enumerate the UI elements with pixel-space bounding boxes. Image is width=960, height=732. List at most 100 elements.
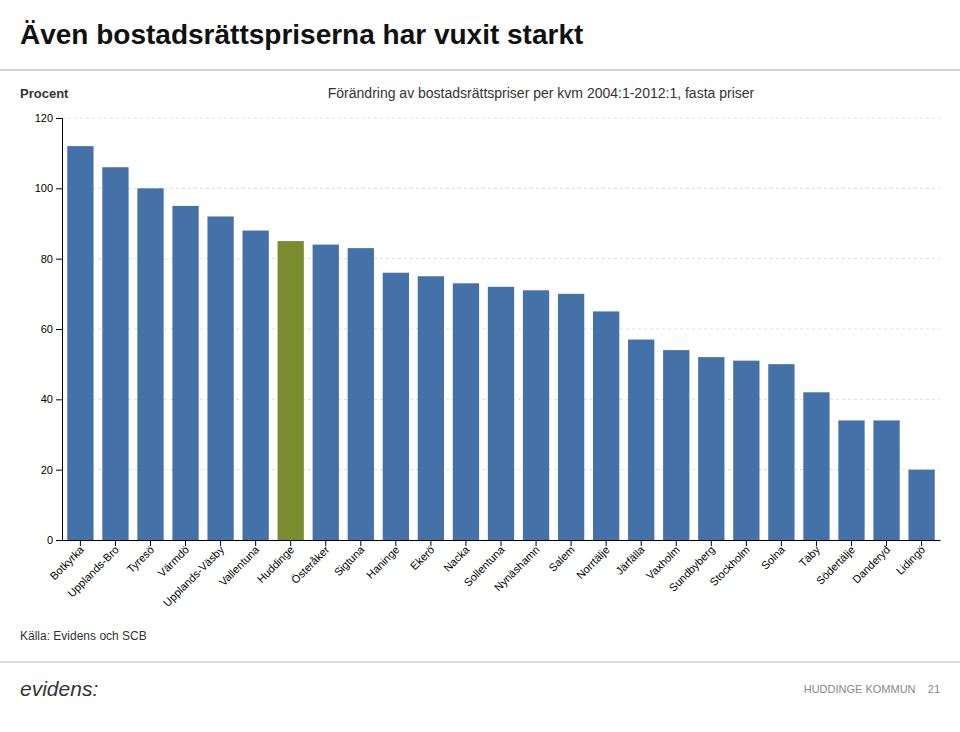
bar bbox=[838, 420, 864, 540]
bar bbox=[488, 287, 514, 540]
x-tick-mark bbox=[185, 540, 186, 546]
x-tick-mark bbox=[851, 540, 852, 546]
bars bbox=[67, 146, 934, 540]
x-tick-label: Salem bbox=[546, 543, 577, 574]
x-tick-mark bbox=[395, 540, 396, 546]
bar bbox=[137, 188, 163, 540]
x-tick-label: Värmdö bbox=[155, 543, 191, 579]
x-tick-mark bbox=[816, 540, 817, 546]
x-tick-mark bbox=[781, 540, 782, 546]
x-axis: BotkyrkaUpplands-BroTyresöVärmdöUpplands… bbox=[47, 540, 940, 609]
x-tick-label: Upplands-Bro bbox=[65, 543, 121, 599]
bar bbox=[243, 231, 269, 540]
y-tick-mark bbox=[56, 540, 62, 541]
title: Även bostadsrättspriserna har vuxit star… bbox=[20, 19, 583, 50]
bar bbox=[523, 290, 549, 540]
x-tick-mark bbox=[571, 540, 572, 546]
subtitle: Förändring av bostadsrättspriser per kvm… bbox=[328, 85, 755, 101]
x-tick-mark bbox=[360, 540, 361, 546]
x-tick: Haninge bbox=[364, 540, 401, 581]
x-tick-label: Vallentuna bbox=[217, 543, 262, 588]
y-tick: 20 bbox=[41, 464, 62, 476]
x-tick: Norrtälje bbox=[574, 540, 612, 581]
bar bbox=[313, 245, 339, 540]
y-tick-mark bbox=[56, 259, 62, 260]
x-tick-label: Järfälla bbox=[613, 543, 647, 577]
x-tick-mark bbox=[921, 540, 922, 546]
x-tick-label: Täby bbox=[796, 543, 822, 569]
y-tick-label: 80 bbox=[41, 253, 53, 265]
y-tick: 100 bbox=[35, 182, 62, 194]
y-tick: 40 bbox=[41, 393, 62, 405]
bar bbox=[278, 241, 304, 540]
x-tick: Södertälje bbox=[814, 540, 858, 587]
x-tick-label: Sundbyberg bbox=[667, 543, 717, 593]
x-tick-mark bbox=[641, 540, 642, 546]
bar bbox=[803, 392, 829, 540]
bar bbox=[873, 420, 899, 540]
x-tick-label: Tyresö bbox=[124, 543, 156, 575]
x-tick-mark bbox=[746, 540, 747, 546]
x-tick-label: Norrtälje bbox=[574, 543, 612, 581]
x-tick: Sundbyberg bbox=[667, 540, 717, 594]
bar bbox=[453, 283, 479, 540]
x-tick: Värmdö bbox=[155, 540, 191, 579]
x-tick-mark bbox=[325, 540, 326, 546]
x-tick: Stockholm bbox=[707, 540, 752, 588]
x-tick-label: Österåker bbox=[289, 543, 332, 586]
grid bbox=[62, 118, 940, 540]
x-tick: Nynäshamn bbox=[492, 540, 542, 593]
y-tick-mark bbox=[56, 470, 62, 471]
x-tick: Nacka bbox=[441, 540, 472, 574]
x-tick: Täby bbox=[796, 540, 822, 569]
x-tick-mark bbox=[290, 540, 291, 546]
x-tick: Ekerö bbox=[408, 540, 437, 572]
y-tick: 60 bbox=[41, 323, 62, 335]
chart: Även bostadsrättspriserna har vuxit star… bbox=[0, 0, 960, 732]
footer-logo: evidens: bbox=[20, 677, 98, 700]
bar bbox=[418, 276, 444, 540]
x-tick-mark bbox=[536, 540, 537, 546]
grid-line bbox=[62, 118, 940, 119]
plot: 0 20 40 60 80 100 120 BotkyrkaUpplands-BroTyres… bbox=[35, 112, 941, 609]
x-tick-mark bbox=[711, 540, 712, 546]
y-tick: 0 bbox=[47, 534, 62, 546]
y-tick: 80 bbox=[41, 253, 62, 265]
y-tick: 120 bbox=[35, 112, 62, 124]
x-tick-label: Haninge bbox=[364, 543, 401, 580]
x-tick-label: Danderyd bbox=[850, 543, 892, 585]
y-tick-mark bbox=[56, 329, 62, 330]
x-tick-mark bbox=[886, 540, 887, 546]
bar bbox=[558, 294, 584, 540]
x-tick-label: Nacka bbox=[441, 543, 472, 574]
y-tick-label: 120 bbox=[35, 112, 53, 124]
x-tick-label: Sigtuna bbox=[332, 543, 367, 578]
x-tick-label: Ekerö bbox=[408, 543, 437, 572]
bar bbox=[908, 470, 934, 540]
x-tick-label: Lidingö bbox=[894, 543, 928, 577]
bar bbox=[383, 273, 409, 540]
y-axis-label: Procent bbox=[20, 86, 69, 101]
x-tick: Upplands-Väsby bbox=[161, 540, 227, 609]
y-tick-label: 60 bbox=[41, 323, 53, 335]
bar bbox=[663, 350, 689, 540]
y-tick-label: 0 bbox=[47, 534, 53, 546]
bar bbox=[348, 248, 374, 540]
bar bbox=[207, 216, 233, 540]
x-tick: Solna bbox=[759, 540, 788, 572]
x-tick-label: Södertälje bbox=[814, 543, 858, 587]
x-tick-mark bbox=[115, 540, 116, 546]
x-tick-mark bbox=[150, 540, 151, 546]
y-tick-mark bbox=[56, 188, 62, 189]
y-tick-label: 20 bbox=[41, 464, 53, 476]
y-tick-mark bbox=[56, 118, 62, 119]
x-tick: Danderyd bbox=[850, 540, 892, 586]
y-axis-line bbox=[56, 119, 63, 541]
x-tick-mark bbox=[255, 540, 256, 546]
y-tick-label: 100 bbox=[35, 182, 53, 194]
bar bbox=[172, 206, 198, 540]
x-tick-mark bbox=[676, 540, 677, 546]
x-tick: Vallentuna bbox=[217, 540, 262, 588]
y-tick-mark bbox=[56, 399, 62, 400]
bar bbox=[698, 357, 724, 540]
